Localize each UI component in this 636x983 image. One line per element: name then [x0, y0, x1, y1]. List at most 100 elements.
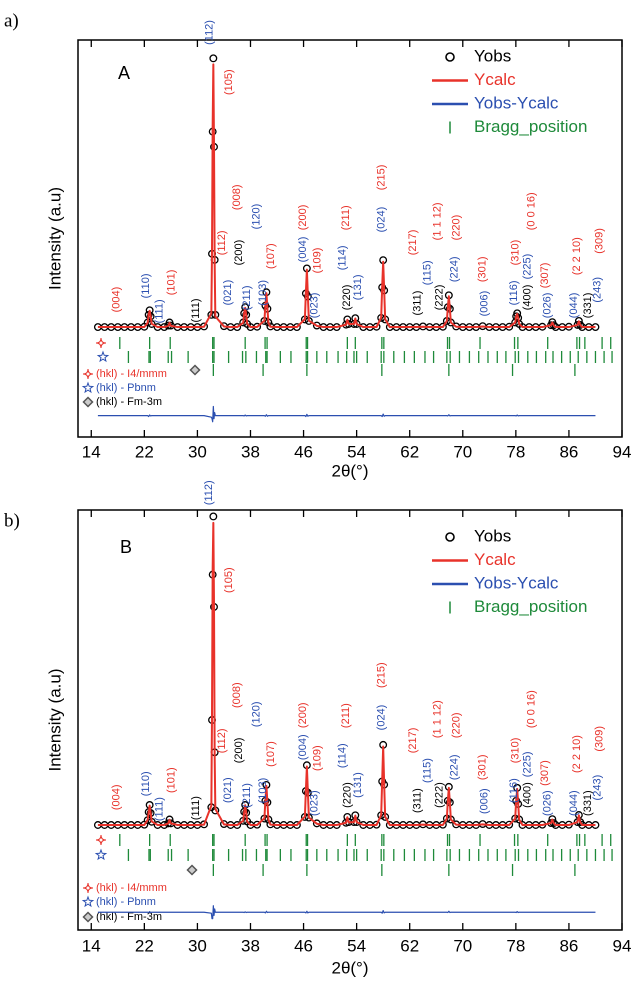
legend-symbol: [445, 532, 455, 542]
hkl-label: (024): [376, 207, 388, 233]
x-axis-label: 2θ(°): [331, 461, 368, 480]
hkl-label: (120): [250, 204, 262, 230]
hkl-label: (131): [352, 772, 364, 798]
phase-symbol: [82, 396, 94, 408]
x-tick-label: 62: [400, 936, 419, 955]
legend-label: Bragg_position: [474, 117, 587, 136]
hkl-label: (310): [510, 240, 522, 266]
phase-key: (hkl) - I4/mmm: [96, 368, 167, 380]
legend-label: Ycalc: [474, 70, 516, 89]
hkl-label: (311): [412, 291, 424, 316]
observed-point: [209, 54, 218, 63]
hkl-label: (004): [110, 784, 122, 810]
phase-key: (hkl) - Fm-3m: [96, 396, 162, 408]
legend-label: Yobs: [474, 526, 511, 545]
hkl-label: (110): [140, 771, 152, 796]
hkl-label: (112): [203, 20, 215, 45]
hkl-label: (023): [309, 790, 321, 816]
hkl-label: (111): [154, 797, 166, 821]
panel-label: B: [120, 537, 132, 557]
x-tick-label: 94: [613, 936, 632, 955]
phase-key: (hkl) - Pbnm: [96, 896, 156, 908]
hkl-label: (131): [352, 275, 364, 301]
x-tick-label: 38: [241, 936, 260, 955]
hkl-label: (112): [216, 728, 228, 753]
hkl-label: (2 2 10): [571, 237, 583, 275]
hkl-label: (110): [140, 273, 152, 298]
observed-point: [165, 815, 174, 824]
hkl-label: (307): [539, 760, 551, 786]
phase-key: (hkl) - Fm-3m: [96, 911, 162, 923]
hkl-label: (023): [309, 293, 321, 319]
phase-key: (hkl) - I4/mmm: [96, 882, 167, 894]
hkl-label: (200): [297, 205, 309, 231]
hkl-label: (224): [449, 256, 461, 282]
hkl-label: (1 1 12): [431, 202, 443, 240]
hkl-label: (211): [340, 205, 352, 230]
hkl-label: (114): [337, 245, 349, 270]
x-tick-label: 14: [82, 442, 101, 461]
hkl-label: (309): [593, 726, 605, 752]
hkl-label: (224): [449, 754, 461, 780]
hkl-label: (111): [190, 796, 202, 820]
plot-frame: [77, 509, 623, 931]
hkl-label: (103): [257, 280, 269, 306]
hkl-label: (101): [165, 270, 177, 296]
phase-symbol: [81, 895, 95, 908]
hkl-label: (2 2 10): [571, 735, 583, 773]
phase-symbol: [95, 834, 107, 846]
legend-label: Yobs-Ycalc: [474, 93, 559, 112]
hkl-label: (026): [542, 790, 554, 816]
calculated-line: [97, 63, 596, 329]
hkl-label: (112): [216, 230, 228, 255]
phase-symbol: [189, 364, 201, 376]
x-tick-label: 70: [453, 936, 472, 955]
difference-line: [97, 905, 596, 920]
calculated-line: [97, 521, 596, 826]
x-tick-label: 86: [559, 936, 578, 955]
hkl-label: (217): [407, 728, 419, 754]
hkl-label: (301): [477, 754, 489, 780]
observed-point: [209, 512, 218, 521]
x-tick-label: 86: [559, 442, 578, 461]
hkl-label: (021): [222, 280, 234, 306]
x-tick-label: 54: [347, 936, 366, 955]
hkl-label: (116): [508, 778, 520, 803]
hkl-label: (008): [231, 184, 243, 210]
hkl-label: (400): [522, 285, 534, 311]
hkl-label: (008): [231, 682, 243, 708]
hkl-label: (331): [582, 790, 594, 816]
panel-tag: b): [4, 510, 20, 531]
hkl-label: (107): [265, 741, 277, 767]
hkl-label: (101): [165, 767, 177, 793]
observed-point: [574, 317, 583, 325]
hkl-label: (114): [337, 743, 349, 768]
hkl-label: (309): [593, 228, 605, 254]
x-tick-label: 62: [400, 442, 419, 461]
y-axis-label: Intensity (a.u): [45, 187, 64, 290]
phase-symbol: [94, 848, 108, 861]
x-tick-label: 78: [506, 442, 525, 461]
phase-symbol: [82, 368, 94, 380]
x-axis-label: 2θ(°): [331, 958, 368, 977]
hkl-label: (311): [412, 788, 424, 813]
hkl-label: (225): [522, 751, 534, 777]
hkl-label: (400): [522, 782, 534, 808]
phase-symbol: [95, 337, 107, 349]
phase-symbol: [82, 882, 94, 894]
hkl-label: (026): [542, 293, 554, 319]
hkl-label: (211): [241, 783, 253, 808]
hkl-label: (044): [568, 790, 580, 816]
hkl-label: (307): [539, 263, 551, 289]
hkl-label: (116): [508, 281, 520, 306]
hkl-label: (112): [203, 480, 215, 505]
phase-symbol: [81, 381, 95, 394]
hkl-label: (105): [223, 69, 235, 95]
phase-symbol: [186, 864, 198, 876]
phase-symbol: [96, 350, 110, 363]
hkl-label: (225): [522, 254, 534, 280]
y-axis-label: Intensity (a.u): [45, 669, 64, 772]
hkl-label: (103): [257, 778, 269, 804]
hkl-label: (200): [233, 240, 245, 266]
